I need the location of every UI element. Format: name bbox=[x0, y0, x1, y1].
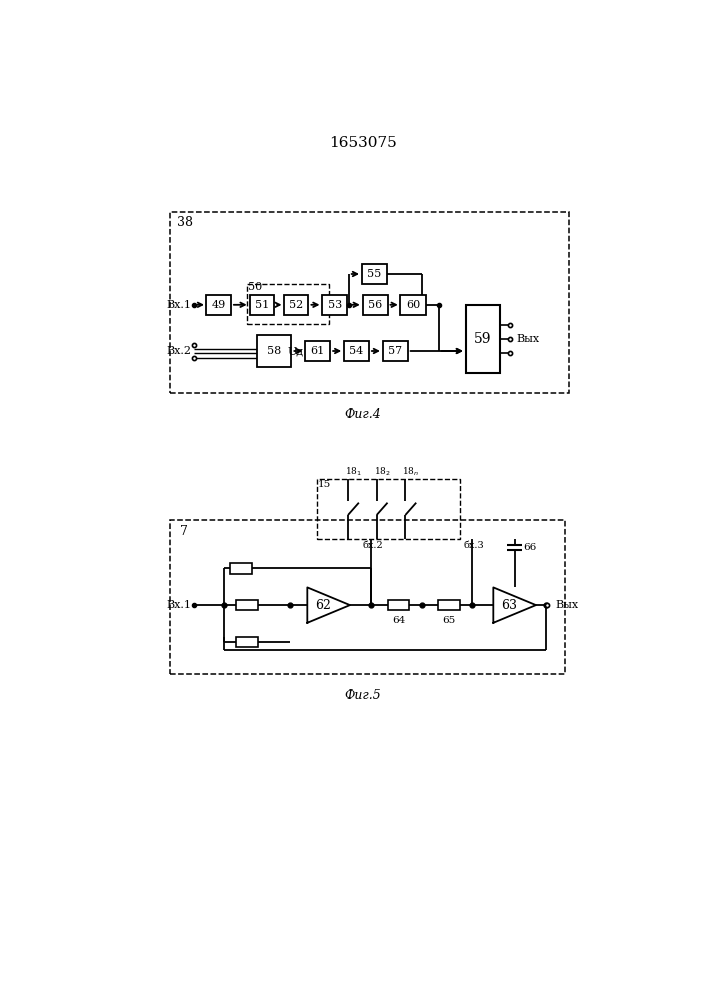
Bar bbox=[317, 479, 460, 539]
Text: Фиг.4: Фиг.4 bbox=[344, 408, 381, 421]
Text: 51: 51 bbox=[255, 300, 269, 310]
Text: Вых: Вых bbox=[516, 334, 539, 344]
Text: Вх.1: Вх.1 bbox=[166, 300, 192, 310]
Text: 59: 59 bbox=[474, 332, 491, 346]
Text: 57: 57 bbox=[388, 346, 402, 356]
Text: Вх.2: Вх.2 bbox=[166, 346, 192, 356]
Bar bbox=[466, 305, 500, 373]
Text: 63: 63 bbox=[501, 599, 518, 612]
Text: 55: 55 bbox=[367, 269, 382, 279]
Bar bbox=[236, 637, 258, 647]
Bar bbox=[305, 341, 330, 361]
Bar bbox=[236, 600, 258, 610]
Text: Uд: Uд bbox=[288, 346, 304, 356]
Bar bbox=[284, 295, 308, 315]
Bar bbox=[362, 264, 387, 284]
Bar bbox=[250, 295, 274, 315]
Text: 61: 61 bbox=[310, 346, 325, 356]
Text: 52: 52 bbox=[289, 300, 303, 310]
Bar bbox=[170, 212, 569, 393]
Text: 60: 60 bbox=[406, 300, 420, 310]
Text: 1653075: 1653075 bbox=[329, 136, 397, 150]
Text: бх.3: бх.3 bbox=[463, 541, 484, 550]
Text: 18$_1$: 18$_1$ bbox=[345, 466, 362, 478]
Bar bbox=[438, 600, 460, 610]
Bar bbox=[257, 335, 291, 367]
Text: 62: 62 bbox=[315, 599, 332, 612]
Text: Вх.1: Вх.1 bbox=[166, 600, 192, 610]
Bar bbox=[206, 295, 231, 315]
Text: 18$_n$: 18$_n$ bbox=[402, 466, 419, 478]
Bar bbox=[170, 520, 565, 674]
Text: 38: 38 bbox=[177, 216, 193, 229]
Text: 49: 49 bbox=[211, 300, 226, 310]
Bar bbox=[387, 600, 409, 610]
Text: 56: 56 bbox=[368, 300, 382, 310]
Text: Фиг.5: Фиг.5 bbox=[344, 689, 381, 702]
Bar bbox=[363, 295, 387, 315]
Text: 65: 65 bbox=[442, 616, 455, 625]
Text: 18$_2$: 18$_2$ bbox=[373, 466, 390, 478]
Text: 64: 64 bbox=[392, 616, 405, 625]
Text: Вых: Вых bbox=[555, 600, 578, 610]
Text: 66: 66 bbox=[523, 543, 537, 552]
Text: бх.2: бх.2 bbox=[363, 541, 383, 550]
Text: 15: 15 bbox=[318, 480, 332, 489]
Bar bbox=[247, 284, 329, 324]
Bar bbox=[400, 295, 426, 315]
Text: 54: 54 bbox=[349, 346, 363, 356]
Bar bbox=[383, 341, 408, 361]
Bar bbox=[344, 341, 369, 361]
Text: 58: 58 bbox=[267, 346, 281, 356]
Text: 50: 50 bbox=[248, 282, 262, 292]
Bar bbox=[230, 563, 252, 574]
Text: 53: 53 bbox=[328, 300, 342, 310]
Text: 7: 7 bbox=[180, 525, 187, 538]
Bar bbox=[322, 295, 347, 315]
